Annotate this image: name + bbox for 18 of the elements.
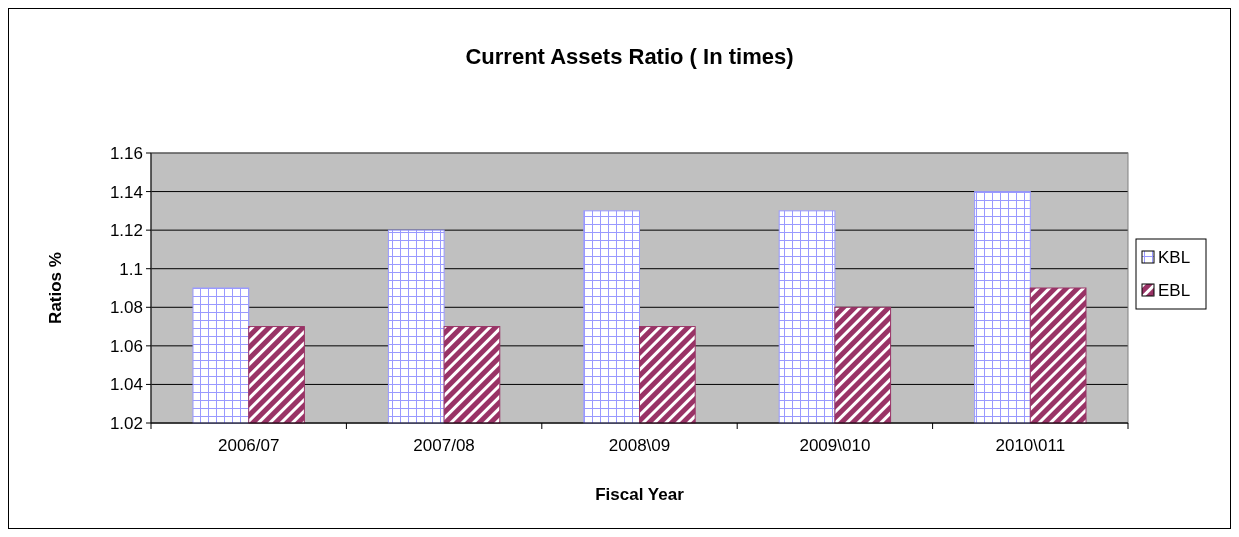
y-tick-label: 1.06: [109, 336, 143, 356]
chart-title: Current Assets Ratio ( In times): [465, 44, 794, 69]
y-tick-label: 1.04: [109, 375, 143, 395]
y-tick-label: 1.12: [109, 221, 143, 241]
x-axis-title: Fiscal Year: [595, 485, 685, 504]
y-tick-label: 1.14: [109, 182, 143, 202]
legend-label: EBL: [1158, 280, 1191, 300]
y-tick-label: 1.16: [109, 143, 143, 163]
x-tick-label: 2009\010: [799, 436, 871, 455]
x-tick-label: 2010\011: [995, 436, 1066, 455]
y-tick-label: 1.02: [109, 413, 143, 433]
y-tick-label: 1.08: [109, 298, 143, 318]
x-tick-label: 2008\09: [608, 436, 671, 455]
x-tick-label: 2006/07: [217, 436, 280, 455]
y-tick-label: 1.1: [119, 259, 143, 279]
y-axis-title: Ratios %: [46, 252, 65, 324]
x-tick-label: 2007/08: [413, 436, 475, 455]
legend-label: KBL: [1158, 247, 1191, 267]
